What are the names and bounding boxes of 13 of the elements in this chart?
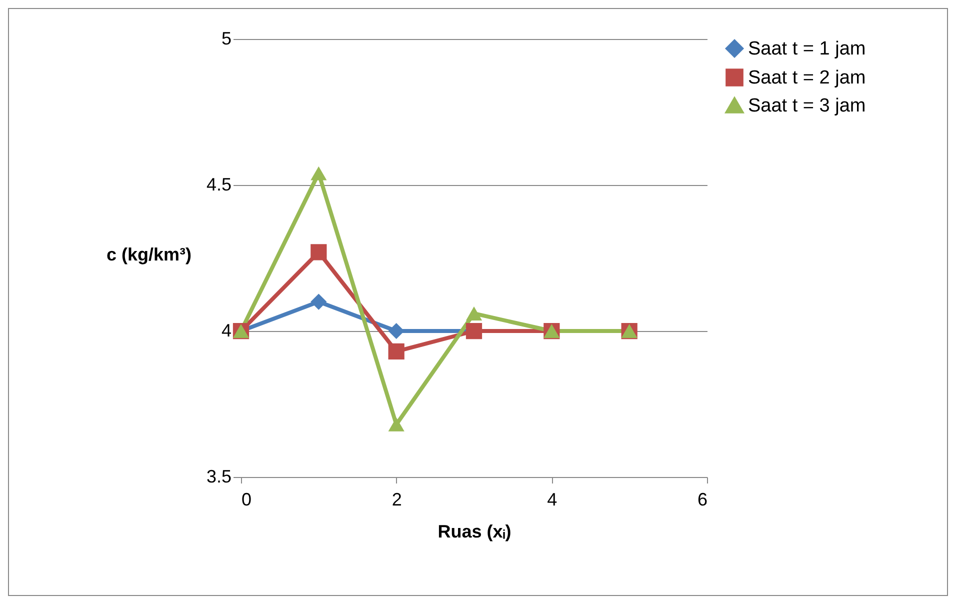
legend-label: Saat t = 3 jam [748,96,866,116]
x-tick-label: 2 [392,490,402,510]
x-tick-label: 6 [697,490,708,510]
y-tick-label: 4.5 [206,174,232,194]
x-axis-title: Ruas (xᵢ) [438,522,512,542]
x-tick-label: 0 [242,490,252,510]
y-tick-label: 3.5 [206,466,232,486]
x-tick-label: 4 [547,490,558,510]
y-tick-label: 5 [221,28,232,48]
legend-label: Saat t = 2 jam [748,68,866,88]
y-tick-label: 4 [221,320,232,340]
y-axis-title: c (kg/km³) [106,244,192,264]
legend-label: Saat t = 1 jam [748,38,866,60]
